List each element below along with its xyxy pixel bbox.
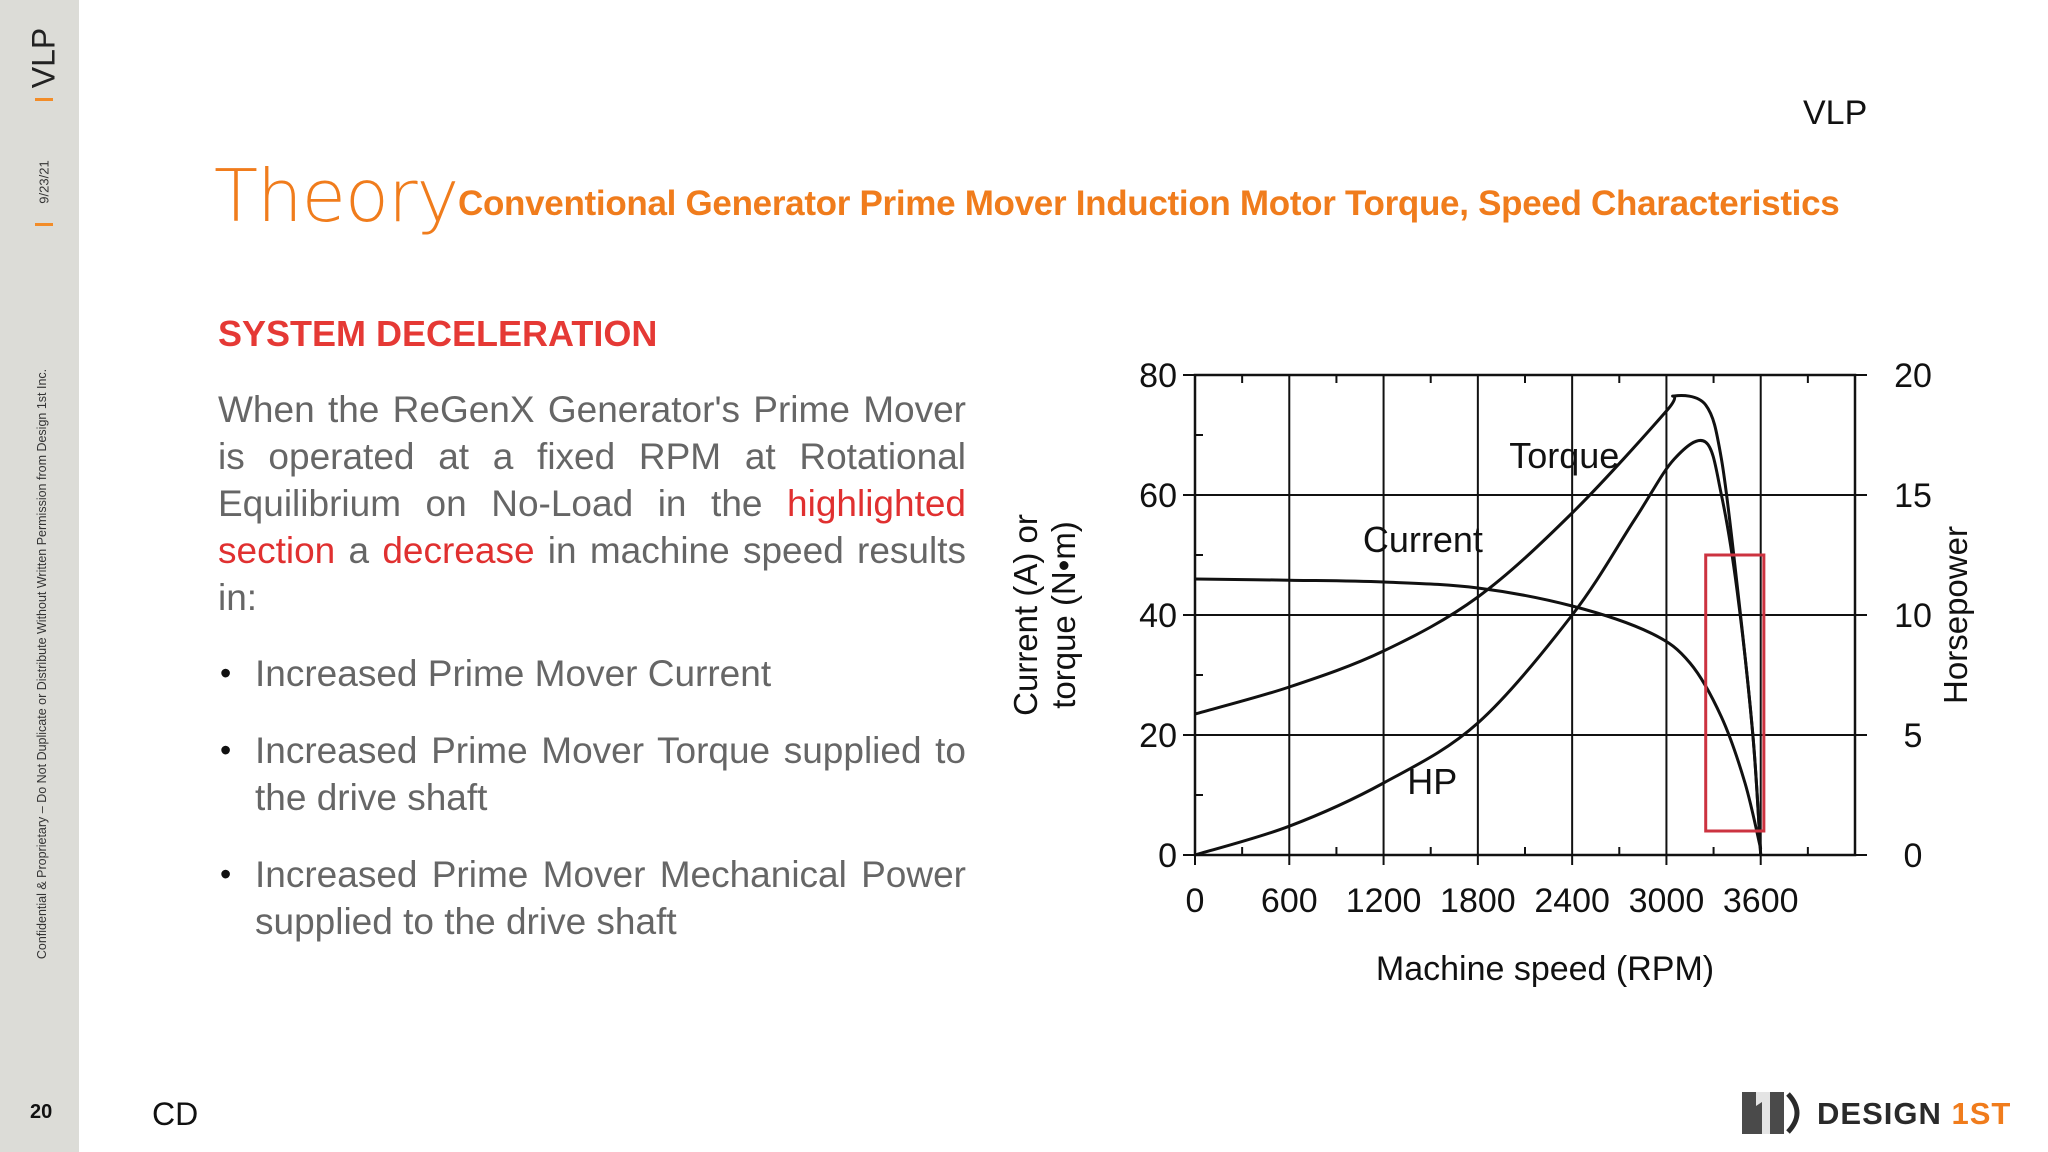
x-tick-label: 600	[1261, 882, 1318, 920]
y-axis-right-label: Horsepower	[1937, 526, 1974, 704]
highlight-text: decrease	[382, 530, 535, 571]
confidential-notice: Confidential & Proprietary – Do Not Dupl…	[35, 368, 49, 960]
sidebar-date: 9/23/21	[36, 160, 52, 204]
chart-labels: Torque Current HP	[1363, 435, 1619, 802]
series-line-hp	[1194, 438, 1763, 857]
x-tick-label: 3000	[1629, 882, 1705, 920]
page-title: Theory	[214, 154, 459, 238]
bullet-text: Increased Prime Mover Mechanical Power s…	[255, 854, 966, 942]
series-label-current: Current	[1363, 519, 1483, 560]
series-label-hp: HP	[1407, 761, 1457, 802]
page-number: 20	[30, 1101, 53, 1123]
y-tick-label-left: 80	[1139, 357, 1177, 395]
x-tick-label: 0	[1186, 882, 1205, 920]
y-axis-left-label-line: Current (A) or	[1007, 514, 1044, 716]
highlight-text: highlighted section	[218, 483, 966, 571]
y-tick-label-right: 10	[1894, 597, 1932, 635]
paragraph-text: a	[335, 530, 383, 571]
body-paragraph: When the ReGenX Generator's Prime Mover …	[218, 386, 966, 621]
y-axis-left-label: Current (A) ortorque (N•m)	[1007, 514, 1082, 716]
y-axis-left-label-line: torque (N•m)	[1045, 521, 1082, 709]
x-tick-label: 1800	[1440, 882, 1516, 920]
torque-speed-chart: 0 600 1200 1800 2400 3000 3600 0 20 40 60 80 0 5 10 15 2…	[1007, 357, 1974, 988]
bullet-item: • Increased Prime Mover Current	[218, 650, 966, 697]
x-tick-label: 3600	[1723, 882, 1799, 920]
x-tick-label: 1200	[1346, 882, 1422, 920]
y-tick-label-right: 5	[1904, 717, 1923, 755]
design1st-logo-icon	[1742, 1092, 1800, 1134]
paragraph-text: in machine speed results in:	[218, 530, 966, 618]
bullet-item: • Increased Prime Mover Mechanical Power …	[218, 851, 966, 945]
highlight-box	[1704, 553, 1766, 833]
bullet-text: Increased Prime Mover Torque supplied to…	[255, 730, 966, 818]
sidebar-divider	[35, 98, 53, 101]
bullet-dot-icon: •	[220, 655, 232, 691]
y-tick-label-left: 40	[1139, 597, 1177, 635]
paragraph-text: When the ReGenX Generator's Prime Mover …	[218, 389, 966, 524]
x-tick-label: 2400	[1534, 882, 1610, 920]
logo-word: DESIGN	[1817, 1096, 1942, 1131]
sidebar-brand: VLP	[25, 27, 62, 89]
bullet-text: Increased Prime Mover Current	[255, 653, 772, 694]
y-tick-label-right: 0	[1904, 837, 1923, 875]
y-tick-label-left: 20	[1139, 717, 1177, 755]
x-axis-label: Machine speed (RPM)	[1376, 950, 1714, 988]
bullet-item: • Increased Prime Mover Torque supplied t…	[218, 727, 966, 821]
y-tick-label-left: 60	[1139, 477, 1177, 515]
chart-series	[1194, 394, 1763, 857]
footer-initials: CD	[152, 1096, 199, 1132]
y-tick-label-right: 20	[1894, 357, 1932, 395]
series-line-current	[1194, 577, 1763, 850]
sidebar: VLP 9/23/21 Confidential & Proprietary –…	[0, 0, 79, 1152]
bullet-dot-icon: •	[220, 856, 232, 892]
logo-wordmark: DESIGN 1ST	[1817, 1096, 2011, 1132]
header-brand: VLP	[1803, 94, 1868, 132]
bullet-list: • Increased Prime Mover Current • Increase…	[218, 650, 966, 975]
y-tick-label-right: 15	[1894, 477, 1932, 515]
section-heading: SYSTEM DECELERATION	[218, 313, 658, 354]
sidebar-divider	[35, 223, 53, 226]
logo-accent: 1ST	[1951, 1096, 2012, 1131]
page-subtitle: Conventional Generator Prime Mover Induc…	[458, 184, 1840, 223]
chart-ticks: 0 600 1200 1800 2400 3000 3600 0 20 40 60 80 0 5 10 15 2…	[1139, 357, 1932, 920]
y-tick-label-left: 0	[1158, 837, 1177, 875]
series-label-torque: Torque	[1509, 435, 1619, 476]
bullet-dot-icon: •	[220, 732, 232, 768]
